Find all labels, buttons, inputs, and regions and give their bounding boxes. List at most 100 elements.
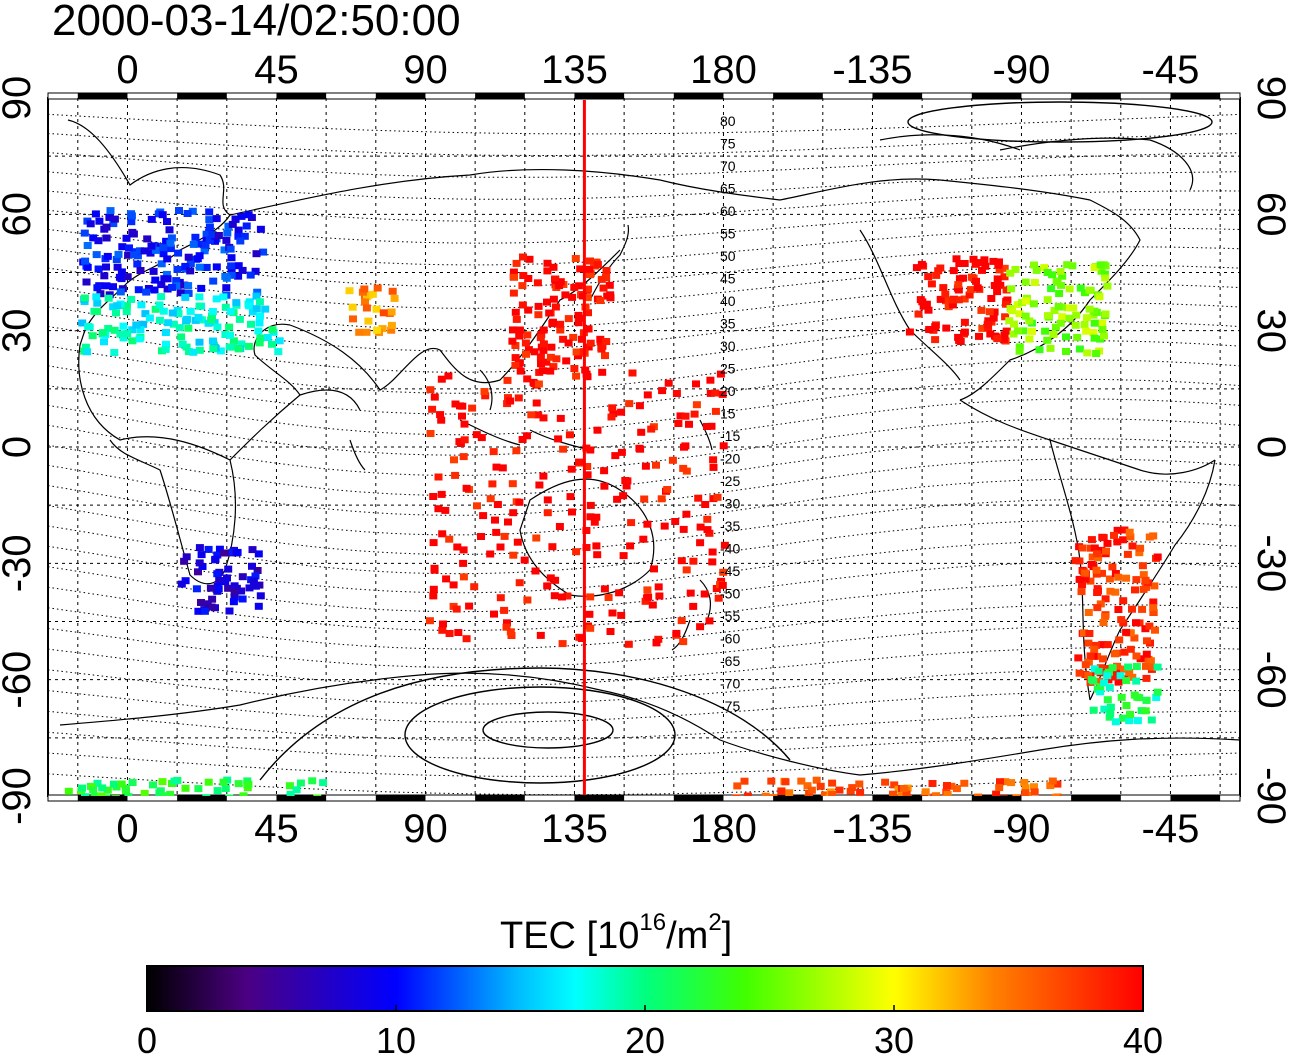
tec-point <box>1063 304 1072 312</box>
tec-point <box>252 292 261 300</box>
tec-point <box>995 784 1004 792</box>
tec-point <box>608 609 617 617</box>
tec-point <box>921 788 930 796</box>
tec-point <box>437 375 446 383</box>
tec-point <box>522 350 530 358</box>
tec-point <box>1092 566 1101 574</box>
tec-point <box>1030 783 1038 791</box>
tec-point <box>689 602 698 610</box>
tec-point <box>437 490 446 498</box>
tec-point <box>436 411 445 419</box>
tec-point <box>221 785 230 792</box>
tec-point <box>650 565 658 573</box>
tec-point <box>777 788 786 796</box>
tec-point <box>549 318 557 326</box>
tec-point <box>987 295 996 302</box>
tec-point <box>1043 336 1052 344</box>
tec-point <box>462 635 471 643</box>
tec-point <box>112 309 120 317</box>
tec-point <box>275 337 284 345</box>
tec-point <box>652 639 661 647</box>
tec-point <box>1086 577 1095 585</box>
tec-point <box>608 404 617 412</box>
tec-point <box>598 368 607 376</box>
tec-point <box>622 482 631 490</box>
tec-point <box>644 593 653 601</box>
tec-point <box>1101 274 1110 282</box>
tec-point <box>1103 672 1112 680</box>
contour-line <box>48 604 1240 650</box>
tec-point <box>1124 663 1133 671</box>
tec-point <box>251 572 260 580</box>
tec-point <box>712 585 721 592</box>
tec-point <box>1116 672 1125 680</box>
tec-point <box>539 340 548 348</box>
tec-point <box>981 262 990 270</box>
tec-point <box>84 323 93 330</box>
right-tick-label: -60 <box>1249 651 1292 709</box>
tec-point <box>132 321 141 329</box>
tec-point <box>990 282 999 289</box>
tec-point <box>545 309 554 317</box>
tec-point <box>1125 717 1134 725</box>
tec-point <box>174 310 183 318</box>
tec-point <box>1014 327 1023 335</box>
tec-point <box>151 246 160 254</box>
tec-point <box>102 223 111 231</box>
tec-point <box>205 208 214 216</box>
tec-point <box>93 779 102 787</box>
tec-point <box>438 530 447 538</box>
tec-point <box>743 792 752 796</box>
tec-point <box>619 552 628 560</box>
tec-point <box>1062 348 1070 355</box>
contour-labels: 80 75 70 65 60 55 50 45 40 35 30 25 20 15 -15 -20 -25 -30… <box>720 113 740 714</box>
tec-point <box>1135 549 1144 557</box>
tec-point <box>652 461 660 469</box>
tec-point <box>999 335 1008 343</box>
tec-point <box>536 353 545 361</box>
colorbar-tick-label: 20 <box>625 1020 665 1057</box>
tec-point <box>204 545 213 553</box>
tec-point <box>986 330 995 338</box>
tec-point <box>147 215 156 223</box>
tec-point <box>124 251 133 259</box>
tec-point <box>960 779 969 787</box>
tec-point <box>626 542 635 550</box>
tec-point <box>89 786 98 794</box>
contour-line <box>48 438 1240 496</box>
contour-label: 70 <box>720 158 736 174</box>
tec-point <box>1117 693 1126 701</box>
tec-point <box>1101 310 1110 318</box>
tec-point <box>511 361 520 369</box>
tec-point <box>1019 327 1028 335</box>
tec-point <box>429 539 438 547</box>
tec-point <box>114 250 123 258</box>
tec-point <box>251 582 260 590</box>
tec-point <box>1122 702 1131 709</box>
tec-point <box>530 348 539 356</box>
tec-point <box>532 534 541 542</box>
tec-point <box>239 792 248 796</box>
tec-point <box>539 414 548 422</box>
tec-point <box>96 290 105 298</box>
tec-point <box>1132 677 1141 685</box>
tec-point <box>208 231 217 239</box>
tec-point <box>1021 278 1030 286</box>
tec-point <box>1028 327 1036 335</box>
tec-point <box>676 412 685 420</box>
tec-point <box>91 210 100 218</box>
tec-point <box>548 543 557 551</box>
tec-point <box>1110 673 1119 681</box>
tec-point <box>165 226 174 234</box>
tec-point <box>1137 707 1146 715</box>
tec-point <box>189 240 198 248</box>
contour-label: -15 <box>720 428 740 444</box>
tec-point <box>586 270 595 278</box>
tec-point <box>1093 589 1102 596</box>
tec-point <box>459 453 468 461</box>
tec-point <box>254 550 263 558</box>
tec-point <box>1103 282 1112 290</box>
tec-point <box>555 282 564 290</box>
tec-point <box>1096 261 1105 269</box>
colorbar-tick-label: 30 <box>874 1020 914 1057</box>
